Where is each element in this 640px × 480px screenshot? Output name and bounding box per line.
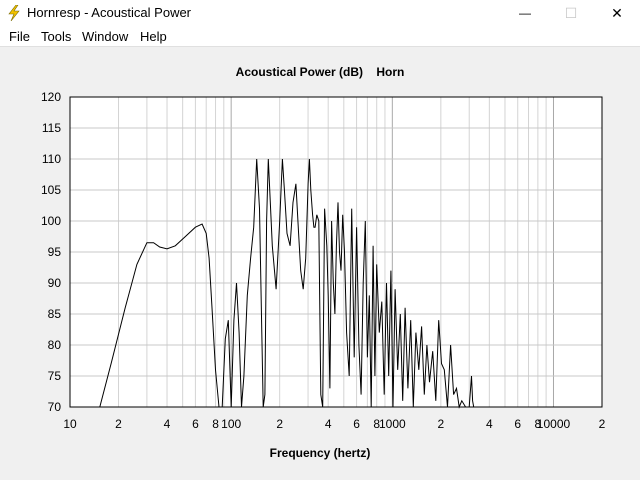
menu-tools[interactable]: Tools xyxy=(41,29,72,44)
y-tick-label: 95 xyxy=(48,245,62,259)
minimize-button[interactable]: — xyxy=(502,0,548,26)
x-tick-label: 10000 xyxy=(537,417,571,431)
maximize-button[interactable]: ☐ xyxy=(548,0,594,26)
close-icon: ✕ xyxy=(611,4,623,21)
x-axis-label: Frequency (hertz) xyxy=(269,446,371,460)
window-title: Hornresp - Acoustical Power xyxy=(27,5,192,20)
y-tick-label: 75 xyxy=(48,369,62,383)
y-tick-label: 70 xyxy=(48,400,62,414)
close-button[interactable]: ✕ xyxy=(594,0,640,26)
y-tick-label: 120 xyxy=(41,90,61,104)
x-tick-label: 6 xyxy=(192,417,199,431)
x-tick-label: 8 xyxy=(373,417,380,431)
y-tick-label: 85 xyxy=(48,307,62,321)
x-tick-label: 2 xyxy=(599,417,606,431)
title-bar[interactable]: Hornresp - Acoustical Power — ☐ ✕ xyxy=(0,0,640,26)
y-tick-label: 80 xyxy=(48,338,62,352)
y-tick-label: 105 xyxy=(41,183,61,197)
x-tick-label: 4 xyxy=(325,417,332,431)
menu-bar: File Tools Window Help xyxy=(0,26,640,46)
y-tick-label: 110 xyxy=(42,152,61,166)
x-tick-label: 8 xyxy=(535,417,542,431)
y-tick-label: 90 xyxy=(48,276,62,290)
x-tick-label: 4 xyxy=(164,417,171,431)
chart-title: Acoustical Power (dB) Horn xyxy=(235,65,405,79)
x-tick-label: 2 xyxy=(276,417,283,431)
y-tick-label: 100 xyxy=(41,214,61,228)
menu-window[interactable]: Window xyxy=(82,29,129,44)
x-tick-label: 6 xyxy=(353,417,360,431)
x-tick-label: 1000 xyxy=(379,417,406,431)
x-tick-label: 2 xyxy=(437,417,444,431)
x-tick-label: 100 xyxy=(221,417,241,431)
lightning-bolt-icon xyxy=(8,5,20,21)
plot-frame xyxy=(69,96,603,408)
x-tick-label: 4 xyxy=(486,417,493,431)
x-tick-label: 6 xyxy=(514,417,521,431)
acoustical-power-line xyxy=(99,158,475,409)
y-tick-label: 115 xyxy=(42,121,61,135)
maximize-icon: ☐ xyxy=(564,4,578,21)
x-tick-label: 10 xyxy=(63,417,77,431)
menu-file[interactable]: File xyxy=(9,29,30,44)
x-tick-label: 8 xyxy=(212,417,219,431)
menu-help[interactable]: Help xyxy=(140,29,167,44)
minimize-icon: — xyxy=(519,6,531,20)
x-tick-label: 2 xyxy=(115,417,122,431)
